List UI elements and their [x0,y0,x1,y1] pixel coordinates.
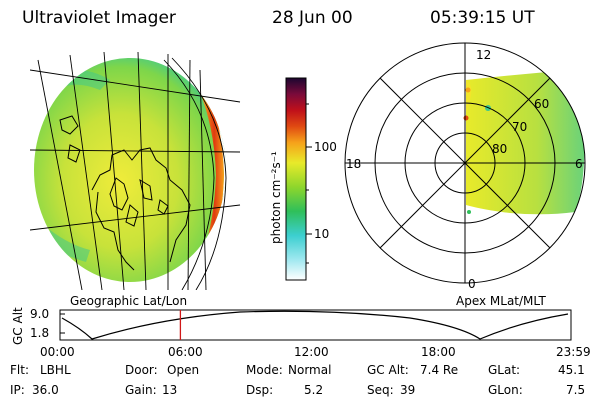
info-glat-value: 45.1 [558,363,585,377]
mlt-label-6: 6 [575,157,583,171]
colorbar-label: photon cm⁻²s⁻¹ [269,151,283,244]
apex-label: Apex MLat/MLT [456,294,546,308]
time-readout: 05:39:15 UT [430,8,535,28]
mlat-label-70: 70 [512,120,528,134]
mlat-label-80: 80 [492,142,508,156]
time-tick-2359: 23:59 [556,345,591,359]
time-tick-0600: 06:00 [168,345,203,359]
info-dsp-value: 5.2 [304,383,324,397]
geographic-image [30,51,241,290]
altitude-tick-high: 9.0 [30,307,50,321]
info-ip-value: 36.0 [32,383,59,397]
info-glon-value: 7.5 [566,383,586,397]
info-mode-value: Normal [288,363,332,377]
info-dsp-label: Dsp: [246,383,274,397]
geographic-label: Geographic Lat/Lon [70,294,188,308]
polar-plot [344,42,586,284]
date-readout: 28 Jun 00 [272,8,353,28]
time-tick-1800: 18:00 [421,345,456,359]
info-seq-label: Seq: [367,383,394,397]
colorbar-tick-10: 10 [314,227,330,241]
info-glon-label: GLon: [488,383,523,397]
altitude-strip [59,309,572,341]
mlat-label-60: 60 [534,97,550,111]
info-seq-value: 39 [400,383,416,397]
info-gcalt-label: GC Alt: [367,363,409,377]
mlt-label-0: 0 [468,277,476,291]
info-filter-label: Flt: [10,363,29,377]
altitude-tick-low: 1.8 [30,326,50,340]
altitude-axis-label: GC Alt [11,307,25,345]
info-glat-label: GLat: [488,363,521,377]
colorbar [285,77,312,281]
mlt-label-12: 12 [476,48,492,62]
time-tick-0000: 00:00 [40,345,75,359]
info-gain-value: 13 [162,383,178,397]
colorbar-tick-100: 100 [314,140,337,154]
mlt-label-18: 18 [346,157,362,171]
info-gcalt-value: 7.4 Re [420,363,459,377]
info-ip-label: IP: [10,383,25,397]
info-door-label: Door: [125,363,158,377]
info-door-value: Open [167,363,200,377]
instrument-title: Ultraviolet Imager [22,8,176,28]
time-tick-1200: 12:00 [294,345,329,359]
info-filter-value: LBHL [40,363,71,377]
info-mode-label: Mode: [246,363,283,377]
info-gain-label: Gain: [125,383,157,397]
